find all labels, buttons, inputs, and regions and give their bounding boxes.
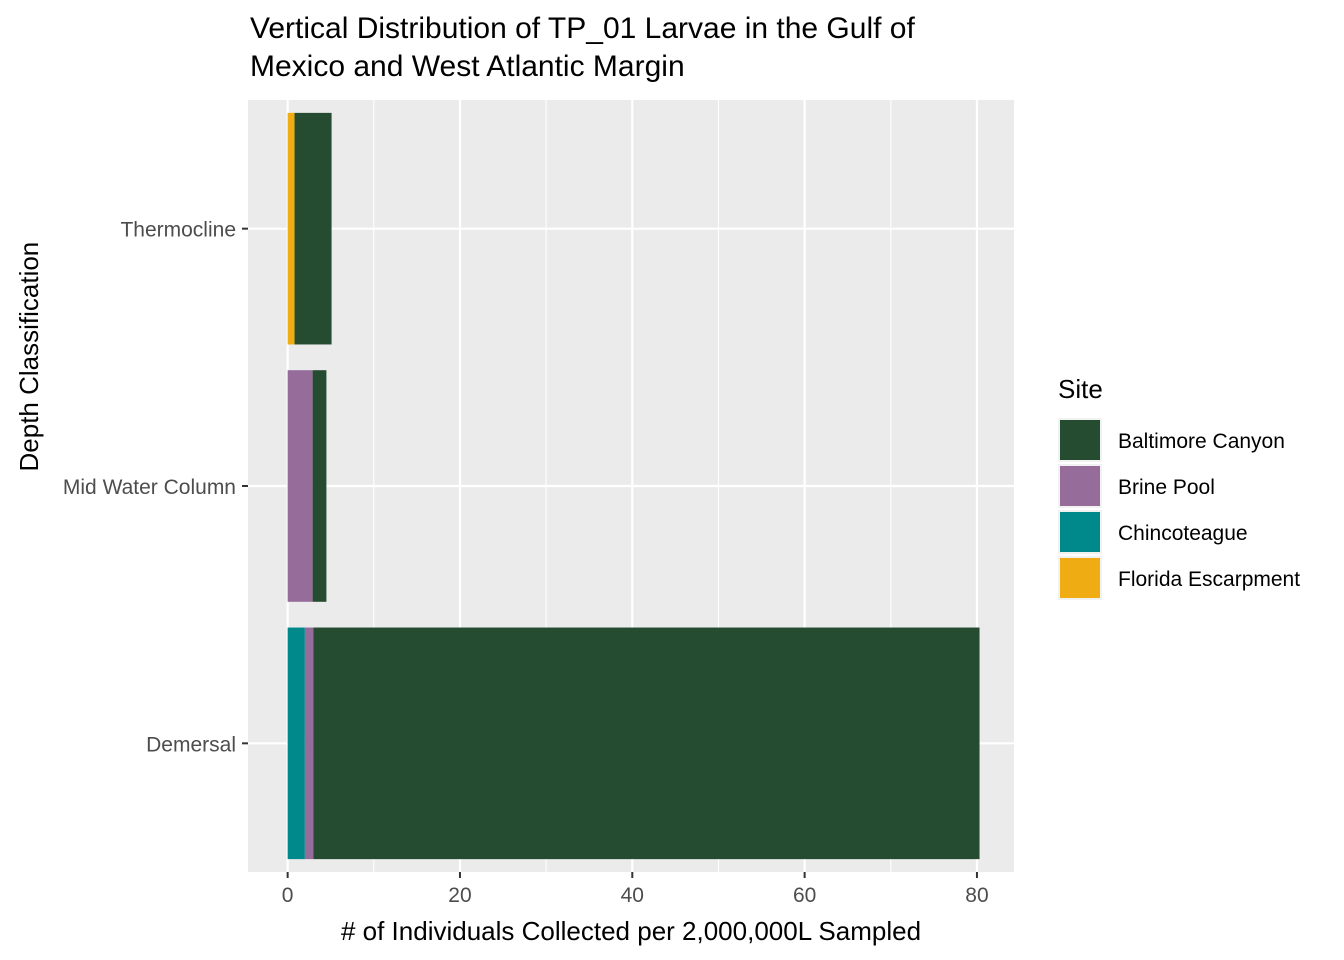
x-tick-label: 20 — [448, 884, 471, 907]
x-tick-label: 60 — [793, 884, 816, 907]
x-tick-label: 80 — [965, 884, 988, 907]
legend-label: Florida Escarpment — [1118, 568, 1300, 591]
y-tick-label: Mid Water Column — [63, 476, 236, 499]
bar-segment-chincoteague — [287, 627, 305, 860]
bar-segment-baltimore-canyon — [294, 112, 332, 345]
legend-swatch — [1060, 512, 1100, 552]
legend-swatch — [1060, 558, 1100, 598]
legend-label: Baltimore Canyon — [1118, 430, 1285, 453]
y-tick-label: Thermocline — [120, 219, 236, 242]
chart-title-line-2: Mexico and West Atlantic Margin — [250, 50, 685, 83]
y-tick-label: Demersal — [146, 733, 236, 756]
bar-segment-baltimore-canyon — [313, 627, 980, 860]
bar-segment-brine-pool — [287, 370, 313, 602]
legend-swatch — [1060, 466, 1100, 506]
legend-label: Chincoteague — [1118, 522, 1248, 545]
bar-segment-florida-escarpment — [287, 112, 295, 345]
x-tick-label: 0 — [282, 884, 294, 907]
legend-label: Brine Pool — [1118, 476, 1215, 499]
legend-title: Site — [1058, 374, 1103, 404]
x-tick-label: 40 — [621, 884, 644, 907]
chart-title-line-1: Vertical Distribution of TP_01 Larvae in… — [250, 12, 915, 45]
x-axis-label: # of Individuals Collected per 2,000,000… — [341, 916, 921, 946]
legend-swatch — [1060, 420, 1100, 460]
bar-segment-brine-pool — [304, 627, 314, 860]
bar-segment-baltimore-canyon — [312, 370, 327, 602]
